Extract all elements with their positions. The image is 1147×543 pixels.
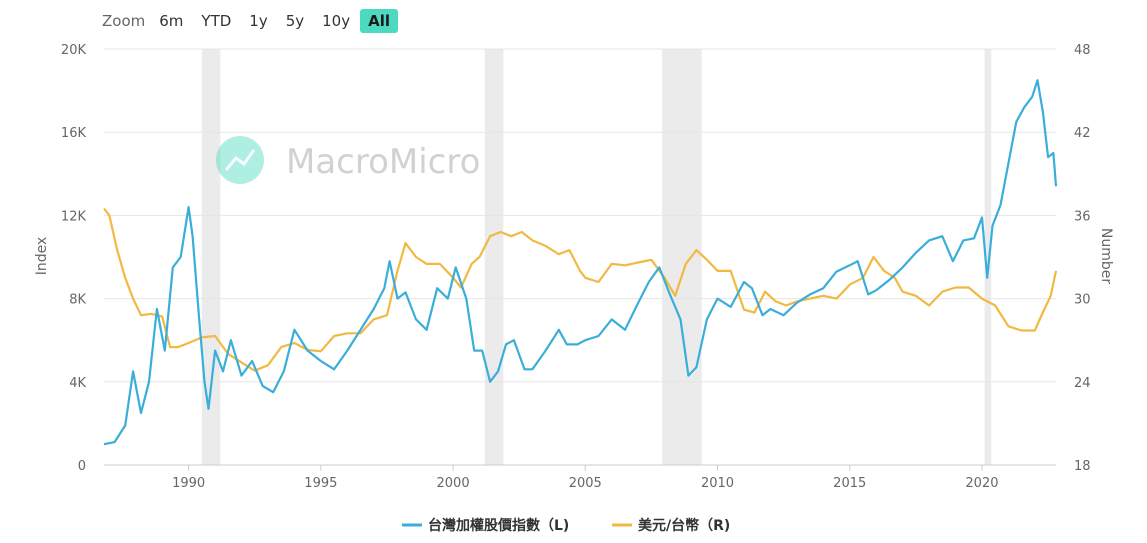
x-tick-label: 2020 [965,476,998,491]
zoom-10y-button[interactable]: 10y [322,12,351,30]
recession-band-2 [484,49,504,465]
recession-band-3 [661,49,702,465]
left-tick-label: 12K [61,209,87,224]
recession-bands [201,49,992,465]
left-tick-label: 4K [69,376,86,391]
zoom-ytd-button[interactable]: YTD [201,12,232,30]
legend-label-fx: 美元/台幣（R) [638,517,730,534]
zoom-1y-button[interactable]: 1y [249,12,268,30]
right-tick-label: 36 [1074,209,1091,224]
x-tick-label: 1990 [172,476,205,491]
left-axis-ticks: 0 4K 8K 12K 16K 20K [61,43,87,474]
x-tick-label: 2000 [437,476,470,491]
zoom-6m-button[interactable]: 6m [159,12,184,30]
right-tick-label: 18 [1074,459,1091,474]
series-layer [103,79,1058,446]
right-tick-label: 42 [1074,126,1091,141]
watermark-text: MacroMicro [286,142,480,182]
legend-label-index: 台灣加權股價指數（L) [428,517,569,534]
right-tick-label: 48 [1074,43,1091,58]
legend-item-fx[interactable]: 美元/台幣（R) [612,517,730,534]
series-line-index [103,79,1058,446]
right-axis-ticks: 18 24 30 36 42 48 [1074,43,1091,474]
zoom-toolbar: Zoom 6m YTD 1y 5y 10y All [102,8,400,34]
right-axis-title: Number [1098,228,1114,284]
legend: 台灣加權股價指數（L) 美元/台幣（R) [402,517,730,534]
watermark: MacroMicro [216,136,480,184]
x-tick-label: 1995 [304,476,337,491]
grid-lines [104,48,1056,466]
left-tick-label: 20K [61,43,87,58]
x-tick-label: 2005 [569,476,602,491]
zoom-label: Zoom [102,12,146,30]
right-tick-label: 30 [1074,293,1091,308]
legend-item-index[interactable]: 台灣加權股價指數（L) [402,517,569,534]
zoom-5y-button[interactable]: 5y [285,12,305,30]
zoom-all-button[interactable]: All [360,9,399,33]
x-tick-label: 2010 [701,476,734,491]
left-axis-title: Index [34,237,50,276]
recession-band-1 [201,49,221,465]
watermark-logo-mark [224,149,256,171]
left-tick-label: 16K [61,126,87,141]
right-tick-label: 24 [1074,376,1091,391]
x-tick-label: 2015 [833,476,866,491]
series-line-fx [103,207,1058,372]
left-tick-label: 8K [69,293,86,308]
x-axis-ticks: 1990 1995 2000 2005 2010 2015 2020 [172,465,999,491]
recession-band-4 [984,49,992,465]
left-tick-label: 0 [78,459,86,474]
